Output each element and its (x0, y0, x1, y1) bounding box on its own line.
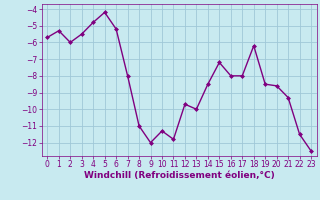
X-axis label: Windchill (Refroidissement éolien,°C): Windchill (Refroidissement éolien,°C) (84, 171, 275, 180)
